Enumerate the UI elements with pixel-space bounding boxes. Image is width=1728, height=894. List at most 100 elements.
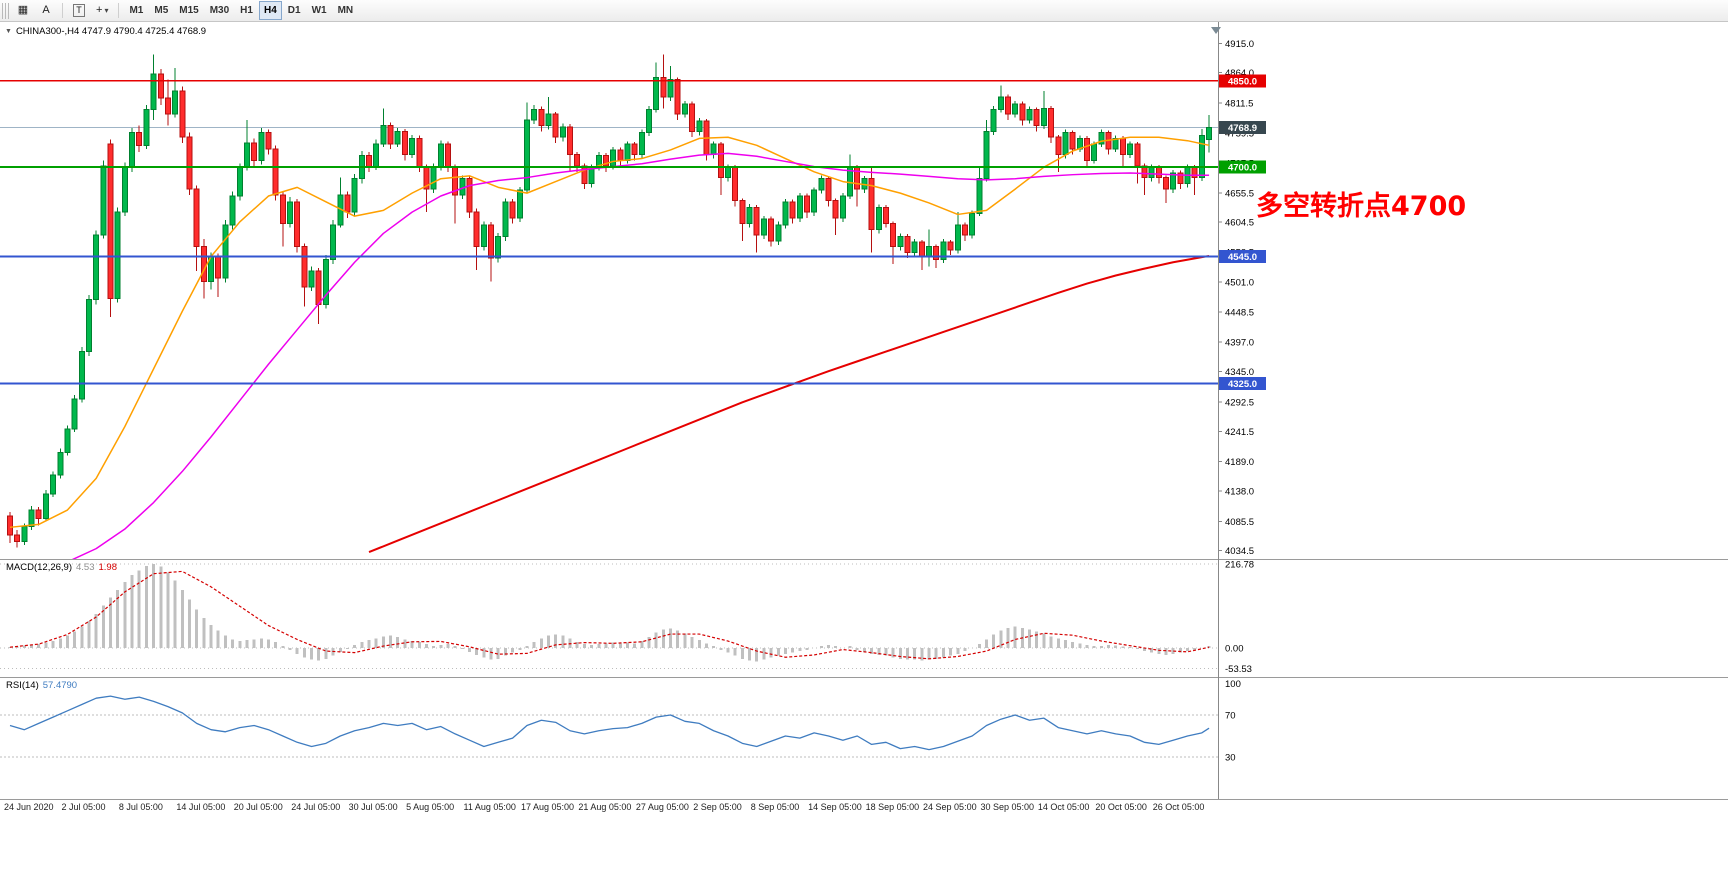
time-axis-label: 27 Aug 05:00 [635,802,689,812]
toolbar-grip[interactable] [2,2,9,19]
price-chart-canvas[interactable]: 4915.04864.04811.54759.54707.54655.54604… [0,22,1728,559]
price-tick-label: 4915.0 [1225,39,1254,50]
candle-body [35,509,42,520]
time-axis-label: 24 Jul 05:00 [291,802,341,812]
candle-body [638,132,645,156]
candle-body [696,120,703,132]
candle-body [1134,143,1141,167]
candle-body [387,125,394,145]
timeframe-button-d1[interactable]: D1 [283,1,306,20]
price-badge-4700.0: 4700.0 [1219,160,1266,174]
candle-body [193,188,200,248]
macd-panel-canvas[interactable]: 216.78 0.00 -53.53 [0,559,1728,677]
candle-body [401,130,408,156]
candle-body [552,113,559,138]
price-tick-label: 4397.0 [1225,337,1254,348]
candle-body [243,142,250,168]
candle-body [559,126,566,138]
timeframe-button-h1[interactable]: H1 [235,1,258,20]
candle-body [875,207,882,230]
candle-body [186,136,193,190]
macd-tick-label: 216.78 [1225,560,1254,571]
timeframe-button-w1[interactable]: W1 [307,1,332,20]
time-axis-label: 21 Aug 05:00 [578,802,632,812]
candle-body [775,224,782,242]
candle-body [143,109,150,146]
timeframe-button-h4[interactable]: H4 [258,1,282,20]
rsi-line [9,695,1210,751]
candle-body [279,194,286,225]
timeframe-button-mn[interactable]: MN [333,1,359,20]
candle-body [1005,96,1012,115]
candle-body [983,130,990,180]
price-badge-4545.0: 4545.0 [1219,250,1266,264]
ma-line-red [368,254,1210,554]
candle-body [904,235,911,253]
candle-body [516,189,523,219]
candle-body [717,143,724,179]
price-tick-label: 4864.0 [1225,68,1254,79]
timeframe-button-m30[interactable]: M30 [205,1,234,20]
candle-body [926,246,933,257]
price-badge-4850.0: 4850.0 [1219,74,1266,88]
price-tick-label: 4811.5 [1225,98,1253,109]
candle-body [265,132,272,150]
candle-body [803,195,810,213]
candle-body [236,166,243,197]
candle-body [287,201,294,225]
chart-title-line: ▼ CHINA300-,H4 4747.9 4790.4 4725.4 4768… [5,26,206,37]
candle-body [681,103,688,115]
candle-body [344,194,351,213]
candle-body [488,224,495,259]
text-box-button[interactable]: T [68,1,90,20]
price-tick-label: 4085.5 [1225,517,1254,528]
candle-body [200,246,207,282]
rsi-tick-label: 100 [1225,679,1241,690]
candle-body [459,178,466,196]
time-axis[interactable]: 24 Jun 2020 2 Jul 05:00 8 Jul 05:00 14 Jul … [0,799,1728,894]
candle-body [768,218,775,242]
candle-body [574,154,581,167]
candle-body [947,241,954,251]
candle-body [437,143,444,168]
candle-body [272,148,279,196]
chart-shift-marker[interactable] [1211,27,1221,34]
candle-body [954,224,961,251]
candle-body [229,195,236,226]
macd-tick-label: 0.00 [1225,643,1244,654]
main-toolbar: ▦ A T + ▾ M1 M5 M15 M30 H1 H4 D1 W1 MN [0,0,1728,22]
candle-body [940,241,947,260]
candle-body [918,241,925,257]
timeframe-button-m15[interactable]: M15 [174,1,203,20]
candle-body [1026,109,1033,121]
candle-body [660,76,667,98]
crosshair-button[interactable]: + ▾ [91,1,113,20]
price-badge-4768.9: 4768.9 [1219,120,1266,134]
time-axis-label: 18 Sep 05:00 [865,802,920,812]
candle-body [1055,136,1062,156]
charts-grid-button[interactable]: ▦ [12,1,34,20]
candle-body [308,270,315,288]
time-axis-label: 5 Aug 05:00 [406,802,455,812]
rsi-indicator-label: RSI(14) 57.4790 [6,680,77,691]
text-label-button[interactable]: A [35,1,57,20]
candle-body [480,224,487,248]
candle-body [1033,109,1040,127]
candle-body [78,351,85,400]
symbol-ohlc-text: CHINA300-,H4 4747.9 4790.4 4725.4 4768.9 [15,26,207,37]
candle-body [617,149,624,161]
price-tick-label: 4655.5 [1225,188,1254,199]
collapse-icon[interactable]: ▼ [5,28,12,35]
candle-body [64,428,71,453]
candle-body [251,142,258,161]
macd-name: MACD(12,26,9) [6,562,72,573]
svg-text:4545.0: 4545.0 [1228,252,1257,263]
candle-body [85,299,92,353]
time-axis-label: 2 Jul 05:00 [61,802,106,812]
rsi-value: 57.4790 [42,680,78,691]
price-tick-label: 4345.0 [1225,367,1254,378]
timeframe-button-m5[interactable]: M5 [149,1,173,20]
candle-body [567,126,574,156]
rsi-panel-canvas[interactable]: 100 70 30 [0,677,1728,799]
timeframe-button-m1[interactable]: M1 [124,1,148,20]
